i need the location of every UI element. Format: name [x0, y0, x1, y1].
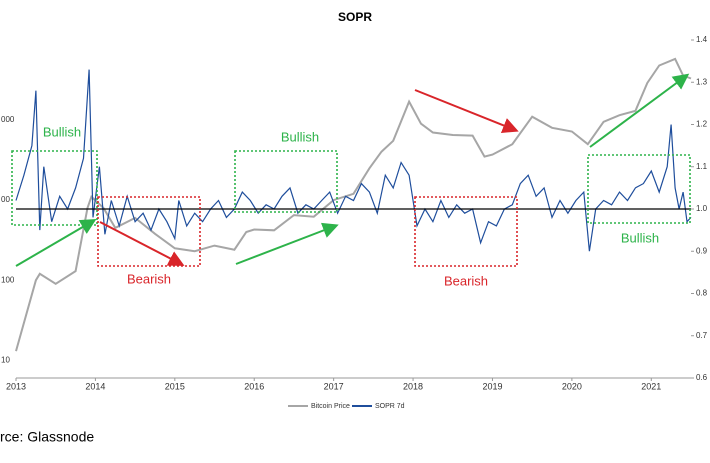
- x-tick-label: 2018: [403, 381, 423, 391]
- y2-tick-label: 1.4: [696, 35, 708, 44]
- y2-tick-label: 1.3: [696, 77, 708, 86]
- y2-tick-label: 0.9: [696, 246, 708, 255]
- source: rce: Glassnode: [0, 429, 94, 445]
- series-line: [15, 69, 692, 252]
- chart-title: SOPR: [338, 10, 372, 24]
- arrow: [414, 89, 519, 133]
- y2-tick-label: 1.1: [696, 162, 708, 171]
- annotation: Bullish: [621, 230, 659, 245]
- y2-tick-label: 0.6: [696, 373, 708, 382]
- x-tick-label: 2013: [6, 381, 26, 391]
- bullish-box: [11, 150, 98, 226]
- arrow: [99, 221, 185, 266]
- arrow: [15, 218, 97, 267]
- y2-tick-label: 0.7: [696, 331, 708, 340]
- bullish-box: [234, 150, 338, 213]
- x-tick-label: 2014: [85, 381, 105, 391]
- x-tick-label: 2017: [324, 381, 344, 391]
- y2-tick-label: 1.0: [696, 204, 708, 213]
- x-tick-label: 2016: [244, 381, 264, 391]
- series-line: [15, 57, 692, 352]
- annotation: Bullish: [43, 124, 81, 139]
- y-tick-label: 00: [1, 195, 10, 204]
- x-tick-label: 2021: [641, 381, 661, 391]
- x-tick-label: 2020: [562, 381, 582, 391]
- y2-tick-label: 0.8: [696, 289, 708, 298]
- y-tick-label: 000: [1, 115, 15, 124]
- x-tick-label: 2019: [482, 381, 502, 391]
- x-tick-label: 2015: [165, 381, 185, 391]
- annotation: Bearish: [444, 273, 488, 288]
- legend-label: Bitcoin Price: [311, 403, 350, 410]
- bullish-box: [587, 154, 691, 224]
- y-tick-label: 10: [1, 355, 10, 364]
- y2-tick-label: 1.2: [696, 120, 708, 129]
- bearish-box: [414, 196, 518, 267]
- arrow: [589, 73, 690, 148]
- legend-label: SOPR 7d: [375, 403, 405, 410]
- bearish-box: [97, 196, 201, 267]
- annotation: Bearish: [127, 271, 171, 286]
- arrow: [235, 222, 339, 265]
- annotations: Bullish Bearish Bullish Bearish Bullish: [11, 73, 691, 288]
- annotation: Bullish: [281, 129, 319, 144]
- y-tick-label: 100: [1, 275, 15, 284]
